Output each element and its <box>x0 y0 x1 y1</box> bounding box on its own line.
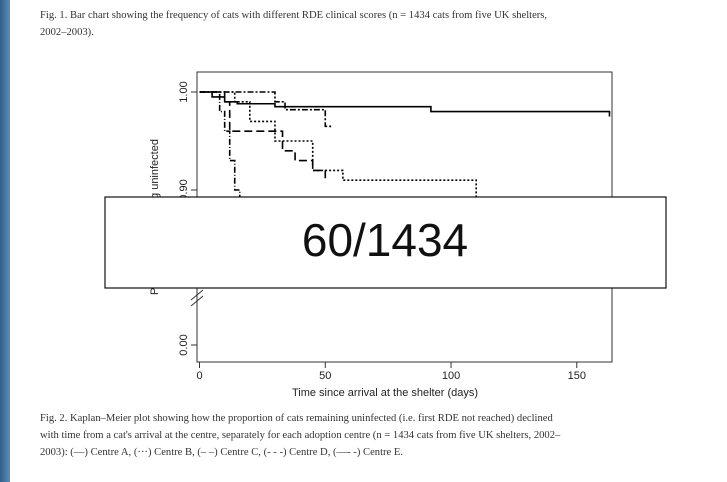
overlay-text: 60/1434 <box>302 214 468 266</box>
x-tick-label: 50 <box>319 370 331 382</box>
caption-line: Fig. 2. Kaplan–Meier plot showing how th… <box>40 413 553 424</box>
survival-curve <box>199 91 611 117</box>
x-tick-label: 100 <box>442 370 460 382</box>
caption-line: with time from a cat's arrival at the ce… <box>40 430 561 441</box>
caption-line: Fig. 1. Bar chart showing the frequency … <box>40 10 548 21</box>
x-tick-label: 0 <box>196 370 202 382</box>
y-tick-label: 1.00 <box>178 81 190 102</box>
overlay-box <box>104 196 667 289</box>
y-tick-label: 0.90 <box>178 179 190 200</box>
axis-break <box>190 289 204 307</box>
side-strip <box>0 0 10 482</box>
y-tick-label: 0.00 <box>178 334 190 355</box>
survival-curve <box>199 91 477 210</box>
survival-curve <box>199 91 241 210</box>
caption-line: 2002–2003). <box>40 27 94 38</box>
x-tick-label: 150 <box>568 370 586 382</box>
x-axis-label: Time since arrival at the shelter (days) <box>292 387 478 399</box>
survival-curve <box>199 91 327 181</box>
caption-line: 2003): (—) Centre A, (···) Centre B, (– … <box>40 447 404 458</box>
